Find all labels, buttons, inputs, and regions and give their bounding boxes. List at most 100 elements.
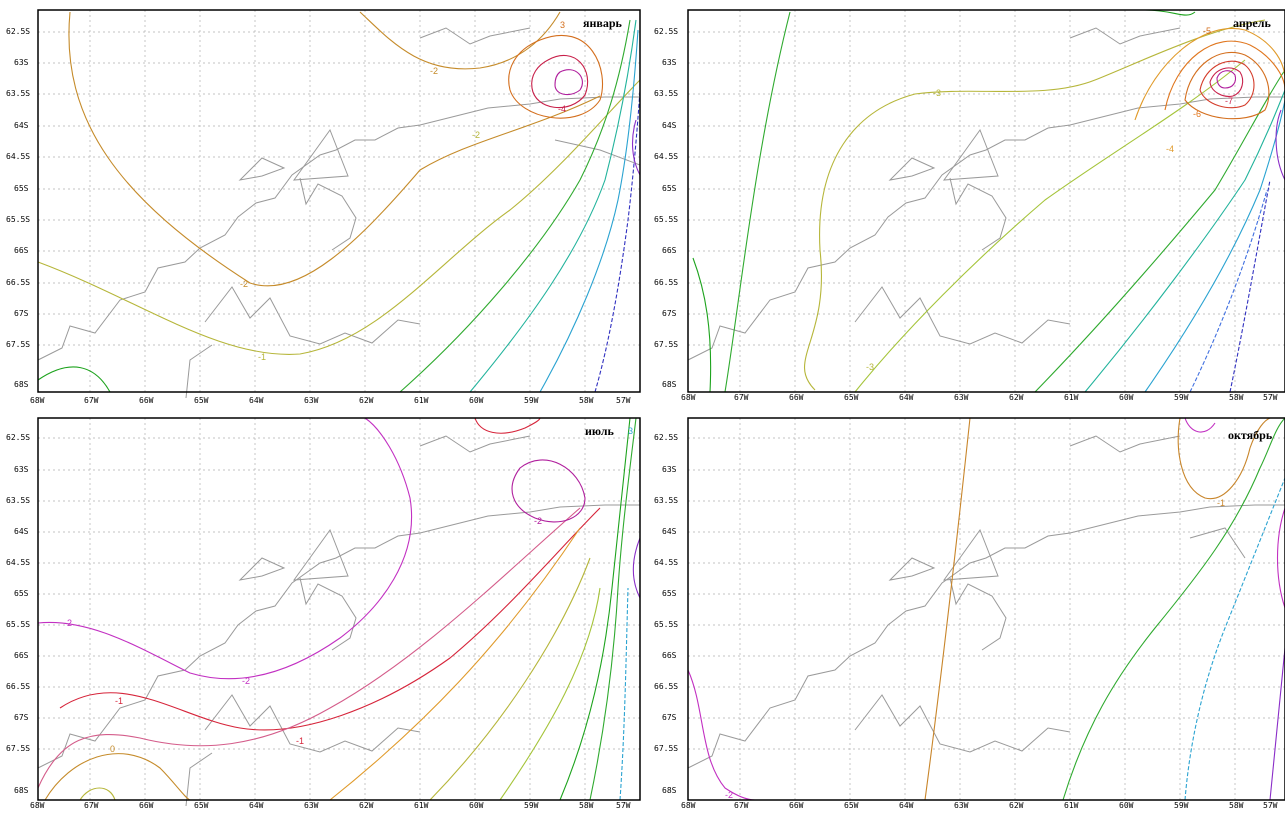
lon-tick: 65W [844, 393, 859, 402]
lon-tick: 64W [249, 801, 264, 810]
lon-tick: 66W [139, 396, 154, 405]
lon-tick: 60W [469, 801, 484, 810]
lat-tick: 65S [662, 589, 677, 598]
contour-label: 3 [628, 426, 633, 436]
lat-tick: 66.5S [6, 682, 31, 691]
lon-tick: 59W [524, 396, 539, 405]
lon-tick: 62W [359, 801, 374, 810]
contour-label: -6 [1193, 109, 1201, 119]
lon-tick: 68W [30, 396, 45, 405]
lat-tick: 64.5S [6, 558, 31, 567]
contour-label: -1 [296, 736, 304, 746]
lat-tick: 68S [662, 380, 677, 389]
lon-tick: 58W [1229, 393, 1244, 402]
lon-tick: 67W [84, 801, 99, 810]
contour-label: -2 [242, 676, 250, 686]
lon-tick: 58W [579, 396, 594, 405]
lon-tick: 60W [1119, 801, 1134, 810]
lon-tick: 57W [1263, 393, 1278, 402]
contour-label: -7 [1225, 96, 1233, 106]
contour-label: -2 [64, 618, 72, 628]
map-frame [687, 9, 1285, 393]
map-panel-october-svg: -1 -2 [687, 417, 1285, 801]
lat-tick: 67.5S [654, 744, 679, 753]
lat-tick: 67.5S [6, 744, 31, 753]
lat-tick: 63.5S [6, 496, 31, 505]
lat-tick: 64.5S [654, 152, 679, 161]
lon-tick: 59W [524, 801, 539, 810]
lat-tick: 67S [662, 713, 677, 722]
map-panel-april-svg: -3 -5 -7 -6 -4 -3 [687, 9, 1285, 393]
month-label: январь [583, 16, 622, 30]
contour-label: -5 [1203, 26, 1211, 36]
lat-tick: 67.5S [6, 340, 31, 349]
contour-label: -2 [725, 790, 733, 800]
coastline [37, 27, 641, 399]
contour-label: -2 [472, 130, 480, 140]
lat-tick: 63.5S [654, 496, 679, 505]
lat-tick: 67.5S [654, 340, 679, 349]
lat-tick: 65S [662, 184, 677, 193]
lat-tick: 66.5S [654, 278, 679, 287]
lat-tick: 63.5S [654, 89, 679, 98]
contours [687, 417, 1285, 801]
contours [37, 11, 641, 393]
contour-label: -1 [115, 696, 123, 706]
lon-tick: 64W [249, 396, 264, 405]
contour-labels: -3 -5 -7 -6 -4 -3 [866, 26, 1233, 372]
lat-tick: 66.5S [6, 278, 31, 287]
grid-lines [688, 418, 1285, 800]
lon-tick: 61W [1064, 801, 1079, 810]
contour-label: -1 [1217, 498, 1225, 508]
lat-tick: 64S [662, 121, 677, 130]
grid-lines [38, 418, 640, 800]
lat-tick: 64S [14, 121, 29, 130]
lon-tick: 62W [1009, 393, 1024, 402]
lat-tick: 65S [14, 184, 29, 193]
contour-label: -1 [258, 352, 266, 362]
lon-tick: 60W [1119, 393, 1134, 402]
lon-tick: 57W [616, 396, 631, 405]
lon-tick: 62W [359, 396, 374, 405]
lat-tick: 62.5S [6, 433, 31, 442]
lon-tick: 63W [304, 801, 319, 810]
map-panel-january-svg: 3 -2 -4 -2 -2 -1 [37, 9, 641, 399]
lon-tick: 68W [681, 393, 696, 402]
contour-labels: 3 -2 -2 -2 -1 -1 0 [64, 426, 633, 754]
contour-label: -2 [240, 279, 248, 289]
lon-tick: 65W [194, 801, 209, 810]
lon-tick: 66W [789, 393, 804, 402]
coastline [37, 435, 640, 807]
lat-tick: 67S [14, 713, 29, 722]
coastline [687, 435, 1285, 769]
lat-tick: 65.5S [6, 215, 31, 224]
contour-label: -2 [534, 516, 542, 526]
lon-tick: 66W [789, 801, 804, 810]
contour-label: -4 [558, 104, 566, 114]
contour-labels: 3 -2 -4 -2 -2 -1 [240, 20, 566, 362]
lat-tick: 66S [662, 246, 677, 255]
lat-tick: 62.5S [6, 27, 31, 36]
lon-tick: 59W [1174, 393, 1189, 402]
lon-tick: 67W [84, 396, 99, 405]
map-panel-july-svg: 3 -2 -2 -2 -1 -1 0 [37, 417, 641, 807]
lat-tick: 65.5S [654, 620, 679, 629]
lon-tick: 65W [844, 801, 859, 810]
lat-tick: 65S [14, 589, 29, 598]
lat-tick: 63S [14, 465, 29, 474]
lon-tick: 57W [616, 801, 631, 810]
lat-tick: 67S [14, 309, 29, 318]
lon-tick: 58W [579, 801, 594, 810]
contour-label: -2 [430, 66, 438, 76]
lat-tick: 63S [662, 465, 677, 474]
contours [37, 417, 641, 801]
lat-tick: 64.5S [654, 558, 679, 567]
contours [692, 9, 1285, 393]
lat-tick: 65.5S [654, 215, 679, 224]
lat-tick: 68S [14, 380, 29, 389]
lon-tick: 61W [414, 396, 429, 405]
lon-tick: 66W [139, 801, 154, 810]
lon-tick: 61W [414, 801, 429, 810]
lat-tick: 68S [14, 786, 29, 795]
lon-tick: 67W [734, 393, 749, 402]
